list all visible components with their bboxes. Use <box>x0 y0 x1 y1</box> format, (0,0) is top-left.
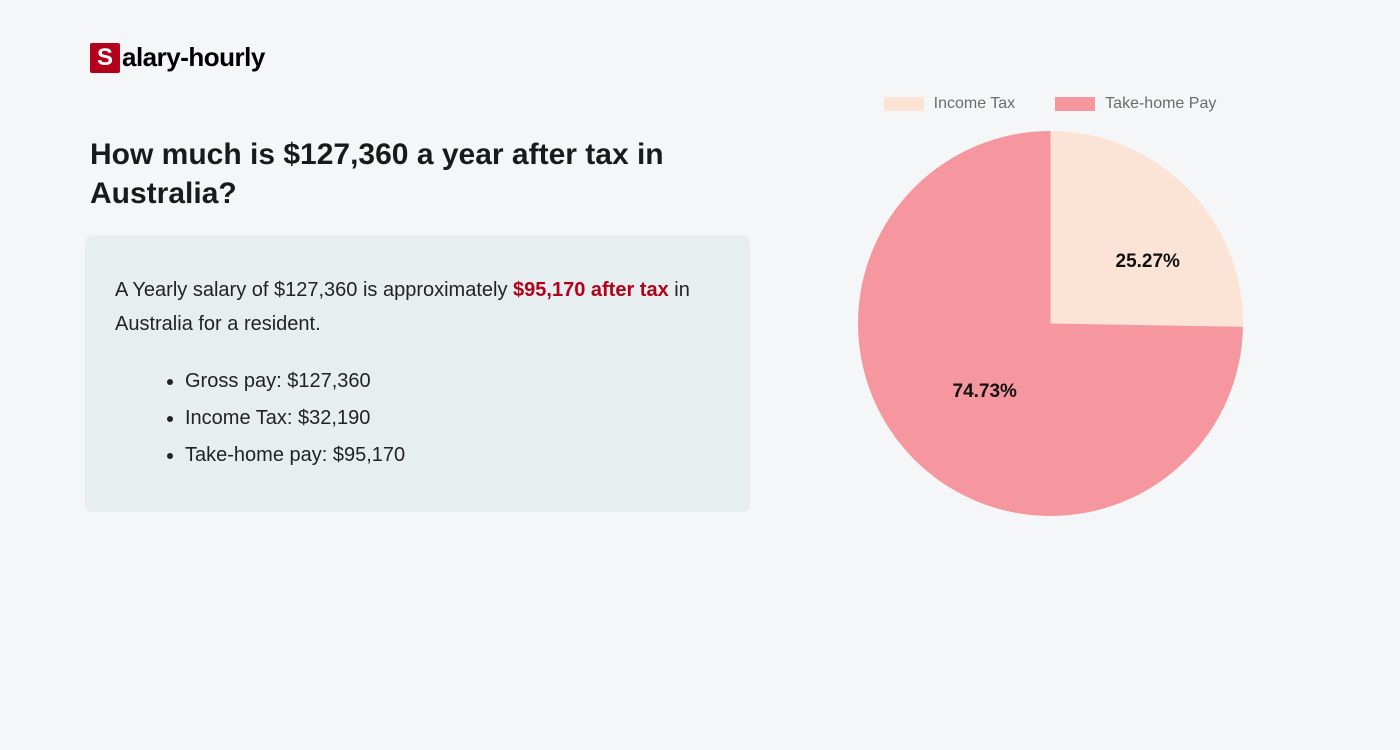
summary-text: A Yearly salary of $127,360 is approxima… <box>115 273 720 341</box>
legend-swatch <box>884 97 924 111</box>
breakdown-list: Gross pay: $127,360 Income Tax: $32,190 … <box>115 363 720 474</box>
summary-box: A Yearly salary of $127,360 is approxima… <box>85 235 750 512</box>
list-item: Take-home pay: $95,170 <box>185 437 720 474</box>
logo: S alary-hourly <box>90 42 265 73</box>
chart-legend: Income Tax Take-home Pay <box>830 95 1270 113</box>
legend-label: Income Tax <box>934 95 1016 113</box>
summary-highlight: $95,170 after tax <box>513 279 669 301</box>
legend-item-income-tax: Income Tax <box>884 95 1016 113</box>
logo-badge: S <box>90 43 120 73</box>
pie-chart: Income Tax Take-home Pay 25.27% 74.73% <box>830 95 1270 516</box>
pie-canvas: 25.27% 74.73% <box>858 131 1243 516</box>
list-item: Gross pay: $127,360 <box>185 363 720 400</box>
summary-pre: A Yearly salary of $127,360 is approxima… <box>115 279 513 301</box>
slice-label-take-home: 74.73% <box>953 381 1017 403</box>
legend-label: Take-home Pay <box>1105 95 1216 113</box>
legend-swatch <box>1055 97 1095 111</box>
pie-svg <box>858 131 1243 516</box>
legend-item-take-home: Take-home Pay <box>1055 95 1216 113</box>
logo-text: alary-hourly <box>122 42 265 73</box>
slice-label-income-tax: 25.27% <box>1116 251 1180 273</box>
page-title: How much is $127,360 a year after tax in… <box>90 135 710 213</box>
list-item: Income Tax: $32,190 <box>185 400 720 437</box>
